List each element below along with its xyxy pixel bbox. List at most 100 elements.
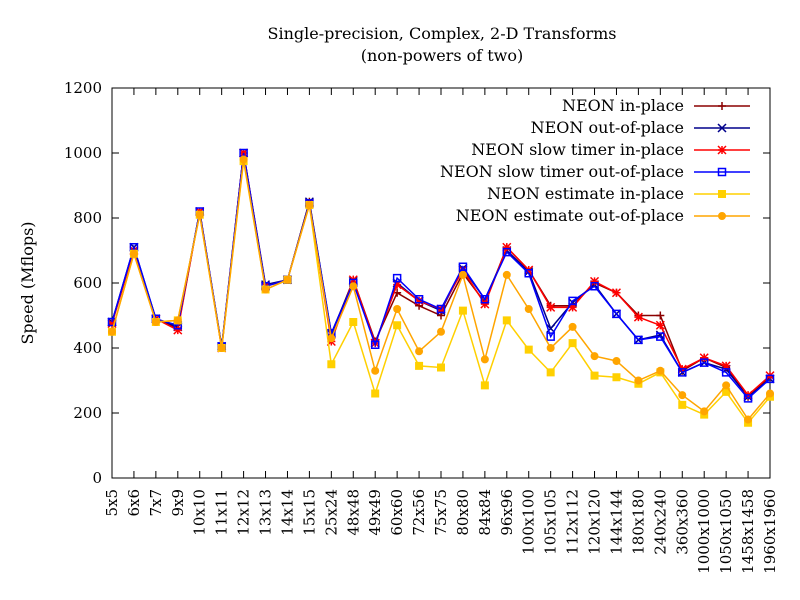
x-tick-label: 1458x1458 — [739, 489, 757, 574]
y-tick-label: 1000 — [64, 144, 102, 162]
data-point — [656, 366, 665, 375]
data-point — [524, 269, 533, 278]
x-tick-label: 100x100 — [520, 489, 538, 555]
x-tick-label: 360x360 — [673, 489, 691, 555]
data-point — [195, 210, 204, 219]
data-point — [393, 305, 402, 313]
data-point — [151, 318, 160, 326]
x-tick-label: 10x10 — [191, 489, 209, 536]
data-point — [458, 262, 468, 271]
y-tick-label: 0 — [92, 469, 102, 487]
x-tick-label: 80x80 — [454, 489, 472, 536]
legend-label: NEON estimate out-of-place — [456, 206, 684, 225]
data-point — [524, 305, 533, 313]
data-point — [502, 247, 512, 257]
y-tick-label: 400 — [73, 339, 102, 357]
x-tick-label: 240x240 — [651, 489, 669, 555]
data-point — [458, 306, 467, 315]
data-point — [414, 295, 424, 304]
data-point — [743, 394, 753, 403]
x-tick-label: 6x6 — [125, 489, 143, 517]
data-point — [590, 276, 600, 286]
x-tick-label: 112x112 — [564, 489, 582, 555]
data-point — [437, 363, 445, 372]
data-point — [480, 355, 489, 364]
data-point — [546, 302, 556, 312]
data-point — [129, 249, 138, 258]
x-tick-label: 180x180 — [629, 489, 647, 555]
data-point — [718, 212, 726, 220]
legend-label: NEON estimate in-place — [487, 184, 684, 203]
data-point — [107, 319, 117, 329]
data-point — [283, 275, 292, 284]
data-point — [718, 102, 726, 110]
data-point — [633, 312, 643, 322]
data-point — [611, 288, 621, 298]
data-point — [217, 344, 226, 352]
y-axis: 0 200 400 600 800 1000 1200 — [64, 79, 770, 487]
data-point — [327, 334, 336, 343]
data-point — [612, 357, 621, 365]
y-tick-label: 600 — [73, 274, 102, 292]
data-point — [480, 299, 490, 309]
x-tick-label: 7x7 — [147, 489, 165, 517]
legend-label: NEON slow timer out-of-place — [440, 162, 684, 181]
x-tick-label: 12x12 — [235, 489, 253, 536]
data-point — [612, 373, 621, 382]
data-point — [415, 361, 424, 370]
data-point — [458, 270, 467, 279]
data-point — [678, 391, 687, 400]
data-point — [765, 374, 775, 384]
data-point — [480, 381, 489, 390]
x-tick-label: 1960x1960 — [761, 489, 779, 574]
legend-label: NEON slow timer in-place — [471, 140, 684, 159]
legend-label: NEON in-place — [562, 96, 684, 115]
data-point — [744, 415, 753, 424]
data-point — [678, 400, 687, 409]
data-point — [546, 344, 555, 352]
data-point — [717, 145, 727, 155]
data-point — [370, 340, 380, 349]
data-point — [524, 345, 533, 354]
legend-label: NEON out-of-place — [531, 118, 684, 137]
data-point — [590, 371, 599, 380]
data-point — [590, 352, 599, 361]
data-point — [502, 316, 511, 325]
x-tick-label: 120x120 — [586, 489, 604, 555]
y-tick-label: 1200 — [64, 79, 102, 97]
data-point — [502, 270, 511, 279]
data-point — [655, 320, 665, 330]
data-point — [239, 155, 248, 164]
data-point — [634, 335, 643, 345]
x-tick-label: 25x24 — [322, 489, 340, 536]
data-point — [261, 285, 270, 294]
data-point — [699, 353, 709, 363]
data-point — [721, 361, 731, 371]
data-point — [717, 123, 727, 133]
x-tick-label: 5x5 — [103, 489, 121, 517]
y-tick-label: 800 — [73, 209, 102, 227]
data-point — [568, 322, 577, 331]
series-6 — [108, 155, 774, 424]
data-point — [108, 327, 116, 336]
chart-subtitle: (non-powers of two) — [361, 46, 524, 65]
data-point — [414, 296, 424, 306]
x-axis: 5x5 6x6 7x7 9x9 10x10 11x11 12x12 13x13 14x14 15x… — [103, 88, 779, 574]
data-point — [327, 360, 336, 369]
data-point — [568, 339, 577, 348]
x-tick-label: 11x11 — [213, 489, 231, 536]
data-point — [392, 273, 402, 283]
x-tick-label: 144x144 — [607, 489, 625, 555]
x-tick-label: 75x75 — [432, 489, 450, 536]
x-tick-label: 72x56 — [410, 489, 428, 536]
data-point — [590, 282, 599, 291]
x-tick-label: 1000x1000 — [695, 489, 713, 574]
series-layer — [107, 148, 775, 427]
data-point — [546, 332, 555, 341]
data-point — [717, 167, 727, 177]
data-point — [718, 190, 726, 198]
data-point — [722, 381, 731, 390]
x-tick-label: 105x105 — [542, 489, 560, 555]
data-point — [371, 366, 380, 375]
y-tick-label: 200 — [73, 404, 102, 422]
